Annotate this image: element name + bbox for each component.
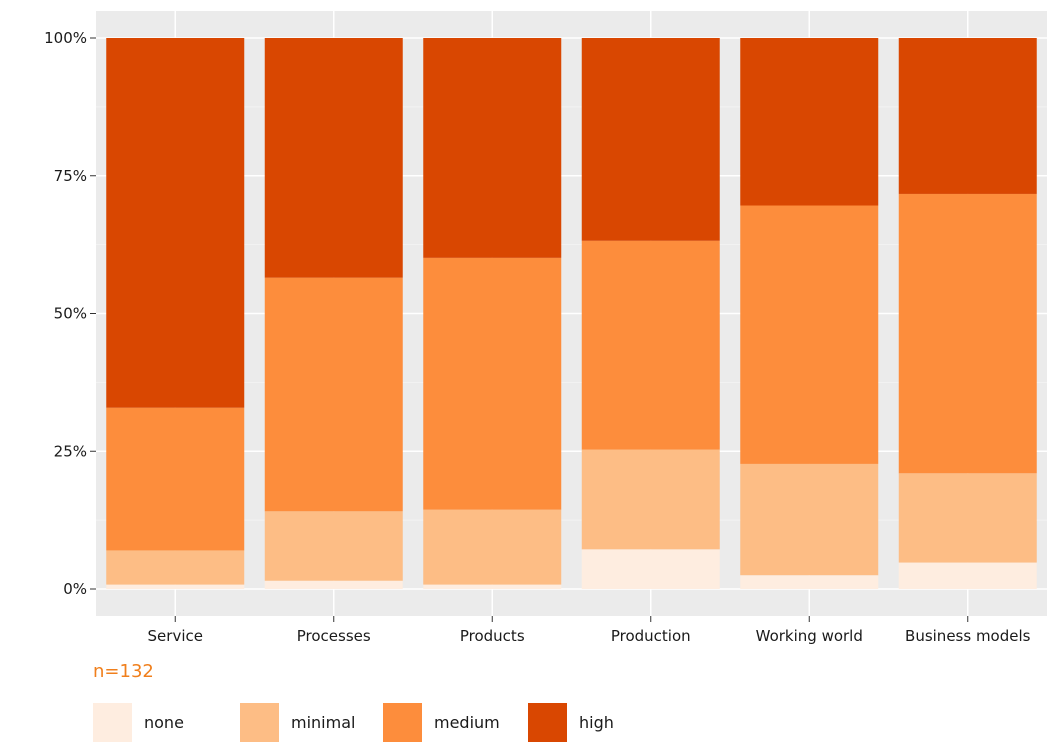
bar-segment-none bbox=[264, 580, 403, 589]
bar-segment-high bbox=[106, 38, 245, 408]
bar-segment-medium bbox=[423, 257, 562, 510]
bar-segment-minimal bbox=[581, 449, 720, 550]
bar-segment-high bbox=[264, 38, 403, 278]
legend-item-medium: medium bbox=[383, 702, 500, 742]
bar-segment-high bbox=[423, 38, 562, 258]
bar-segment-none bbox=[740, 575, 879, 589]
sample-size-note: n=132 bbox=[93, 661, 154, 682]
x-tick-label: Products bbox=[460, 627, 525, 645]
x-axis: Service Processes Products Production Workin… bbox=[148, 616, 1031, 645]
bar-segment-minimal bbox=[898, 473, 1037, 563]
legend-swatch bbox=[240, 702, 279, 742]
bar-segment-high bbox=[581, 38, 720, 241]
bar-segment-none bbox=[423, 584, 562, 589]
x-tick-label: Business models bbox=[905, 627, 1031, 645]
y-tick-label: 25% bbox=[54, 442, 87, 460]
legend-item-none: none bbox=[93, 702, 184, 742]
bar-segment-none bbox=[898, 562, 1037, 589]
bar-segment-medium bbox=[106, 407, 245, 551]
x-tick-label: Processes bbox=[297, 627, 371, 645]
bars bbox=[106, 38, 1037, 589]
legend-swatch bbox=[93, 702, 132, 742]
bar-segment-minimal bbox=[423, 509, 562, 585]
x-tick-label: Working world bbox=[756, 627, 863, 645]
stacked-bar-chart: 0% 25% 50% 75% 100% Service Processes Products… bbox=[44, 11, 1047, 645]
bar-segment-minimal bbox=[740, 463, 879, 576]
bar-segment-none bbox=[581, 549, 720, 589]
bar-segment-medium bbox=[740, 205, 879, 464]
y-tick-label: 100% bbox=[44, 29, 87, 47]
bar-segment-high bbox=[740, 38, 879, 206]
bar-segment-high bbox=[898, 38, 1037, 194]
legend-swatch bbox=[528, 702, 567, 742]
legend-item-high: high bbox=[528, 702, 614, 742]
legend-label: none bbox=[144, 712, 184, 732]
bar-segment-none bbox=[106, 584, 245, 589]
y-tick-label: 0% bbox=[63, 580, 87, 598]
bar-segment-minimal bbox=[264, 511, 403, 581]
y-axis: 0% 25% 50% 75% 100% bbox=[44, 29, 96, 598]
bar-segment-medium bbox=[264, 277, 403, 512]
bar-segment-medium bbox=[898, 193, 1037, 474]
legend-label: medium bbox=[434, 712, 500, 732]
x-tick-label: Production bbox=[611, 627, 691, 645]
y-tick-label: 50% bbox=[54, 305, 87, 323]
bar-segment-minimal bbox=[106, 550, 245, 585]
legend-swatch bbox=[383, 702, 422, 742]
legend-item-minimal: minimal bbox=[240, 702, 355, 742]
x-tick-label: Service bbox=[148, 627, 203, 645]
bar-segment-medium bbox=[581, 240, 720, 450]
y-tick-label: 75% bbox=[54, 167, 87, 185]
legend-label: high bbox=[579, 712, 614, 732]
legend-label: minimal bbox=[291, 712, 356, 732]
